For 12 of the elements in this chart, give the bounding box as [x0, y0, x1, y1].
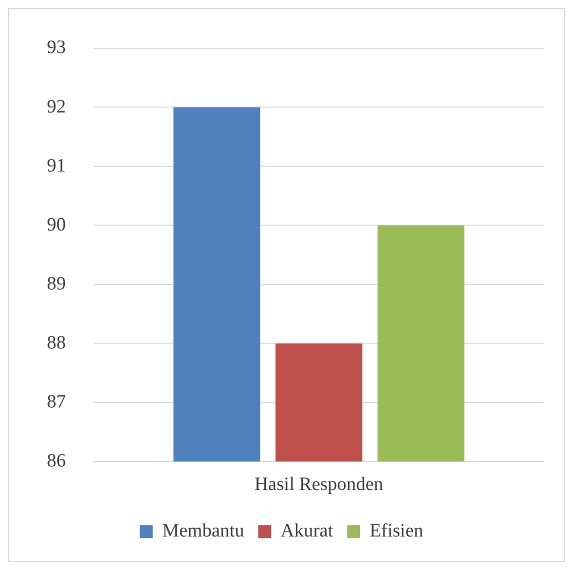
x-tick-label: Hasil Responden — [254, 474, 384, 495]
legend-label: Akurat — [280, 520, 334, 542]
y-tick-label: 88 — [46, 332, 66, 354]
y-tick-label: 91 — [46, 155, 66, 176]
y-tick-label: 89 — [46, 273, 66, 294]
y-tick-label: 87 — [46, 391, 66, 412]
y-tick-label: 90 — [46, 214, 66, 236]
y-tick-label: 93 — [46, 37, 66, 58]
legend-label: Efisien — [370, 520, 424, 542]
y-tick-label: 86 — [46, 450, 66, 472]
y-tick-label: 92 — [46, 96, 66, 118]
legend-label: Membantu — [162, 520, 245, 542]
